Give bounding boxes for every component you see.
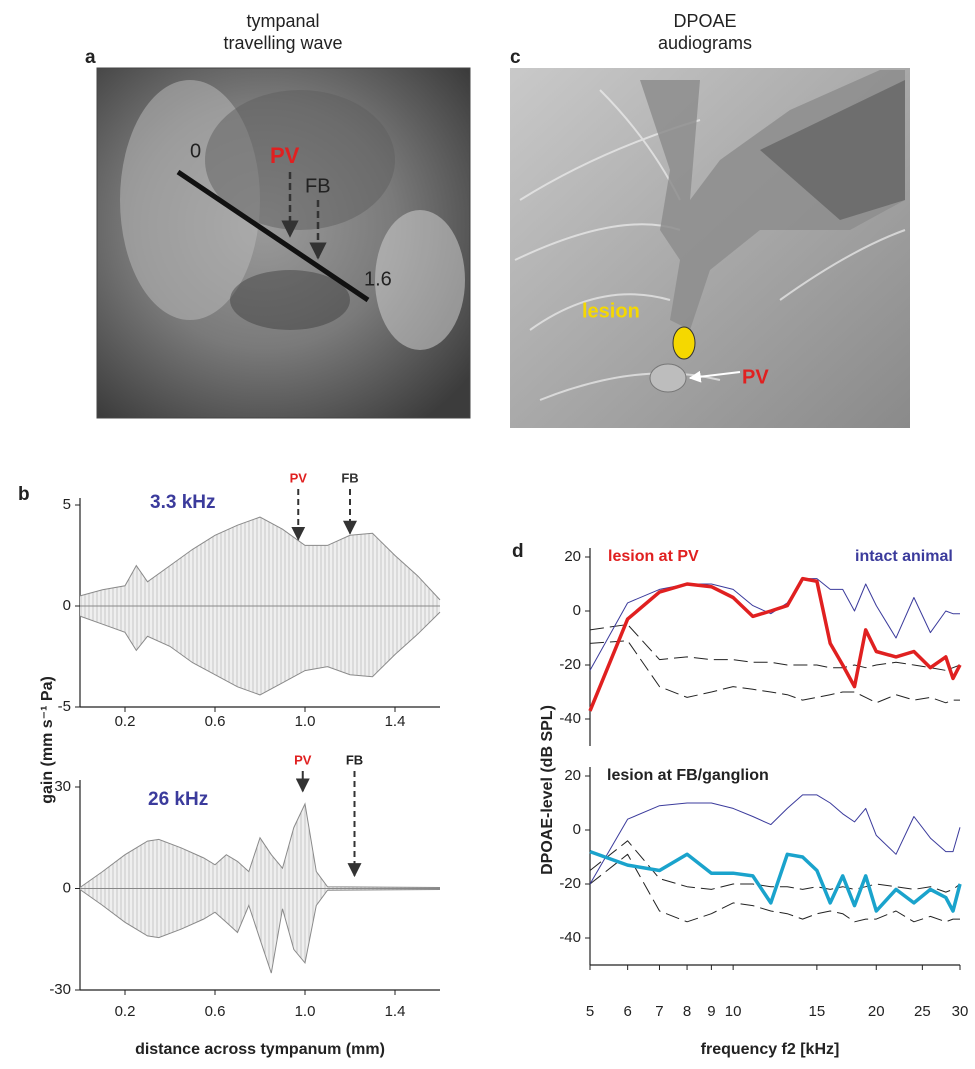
y-tick-label: 0 — [63, 597, 71, 614]
panel-letter: d — [512, 541, 524, 562]
photo-a — [96, 67, 471, 419]
y-axis-title: DPOAE-level (dB SPL) — [539, 705, 556, 875]
arrow-label: FB — [341, 470, 358, 485]
photo-label: PV — [742, 366, 769, 388]
y-tick-label: 5 — [63, 496, 71, 513]
x-tick-label: 10 — [725, 1003, 742, 1020]
y-tick-label: -30 — [49, 981, 71, 998]
panel-title: travelling wave — [223, 33, 342, 53]
wave-envelope — [79, 802, 441, 888]
series-line — [589, 578, 960, 671]
y-tick-label: -20 — [559, 656, 581, 673]
series-line — [589, 794, 961, 885]
x-tick-label: 6 — [623, 1003, 631, 1020]
y-tick-label: -5 — [58, 698, 71, 715]
wave-envelope — [79, 516, 441, 601]
panel-letter: c — [510, 47, 521, 68]
x-tick-label: 1.4 — [385, 1003, 406, 1020]
x-tick-label: 15 — [809, 1003, 826, 1020]
x-tick-label: 7 — [655, 1003, 663, 1020]
x-tick-label: 0.2 — [115, 1003, 136, 1020]
arrow-label: FB — [346, 752, 363, 767]
y-tick-label: 0 — [573, 602, 581, 619]
x-tick-label: 0.6 — [205, 1003, 226, 1020]
series-line — [588, 576, 962, 712]
x-tick-label: 8 — [683, 1003, 691, 1020]
arrow-label: PV — [290, 470, 308, 485]
panel-letter: b — [18, 484, 30, 505]
x-axis-title: distance across tympanum (mm) — [135, 1041, 385, 1058]
y-tick-label: -40 — [559, 929, 581, 946]
photo-label: lesion — [582, 300, 640, 322]
y-tick-label: -20 — [559, 875, 581, 892]
series-line — [589, 640, 960, 704]
x-tick-label: 1.4 — [385, 713, 406, 730]
x-tick-label: 20 — [868, 1003, 885, 1020]
panel-title: DPOAE — [673, 11, 736, 31]
y-tick-label: 30 — [54, 778, 71, 795]
x-tick-label: 5 — [586, 1003, 594, 1020]
series-line — [589, 624, 961, 671]
y-tick-label: 0 — [573, 821, 581, 838]
panel-letter: a — [85, 47, 96, 68]
arrow-label: PV — [294, 752, 312, 767]
panel-title: tympanal — [246, 11, 319, 31]
y-axis-title: gain (mm s⁻¹ Pa) — [39, 676, 56, 804]
series-line — [589, 853, 960, 923]
x-tick-label: 1.0 — [295, 1003, 316, 1020]
y-tick-label: 20 — [564, 767, 581, 784]
legend-label: intact animal — [855, 548, 953, 565]
photo-label: 0 — [190, 140, 201, 162]
series-line — [589, 849, 962, 913]
chart-title: lesion at FB/ganglion — [607, 767, 769, 784]
y-tick-label: 20 — [564, 548, 581, 565]
wave-envelope — [79, 611, 441, 696]
photo-label: PV — [270, 143, 300, 168]
photo-label: 1.6 — [364, 268, 392, 290]
y-tick-label: -40 — [559, 710, 581, 727]
wave-label: 26 kHz — [148, 789, 208, 810]
x-tick-label: 0.2 — [115, 713, 136, 730]
x-tick-label: 9 — [707, 1003, 715, 1020]
x-tick-label: 0.6 — [205, 713, 226, 730]
legend-label: lesion at PV — [608, 548, 699, 565]
panel-title: audiograms — [658, 33, 752, 53]
x-tick-label: 1.0 — [295, 713, 316, 730]
y-tick-label: 0 — [63, 879, 71, 896]
x-tick-label: 25 — [914, 1003, 931, 1020]
x-axis-title: frequency f2 [kHz] — [701, 1041, 840, 1058]
photo-c — [510, 68, 910, 428]
photo-label: FB — [305, 175, 331, 197]
x-tick-label: 30 — [952, 1003, 969, 1020]
wave-envelope — [79, 889, 441, 974]
wave-label: 3.3 kHz — [150, 492, 215, 513]
